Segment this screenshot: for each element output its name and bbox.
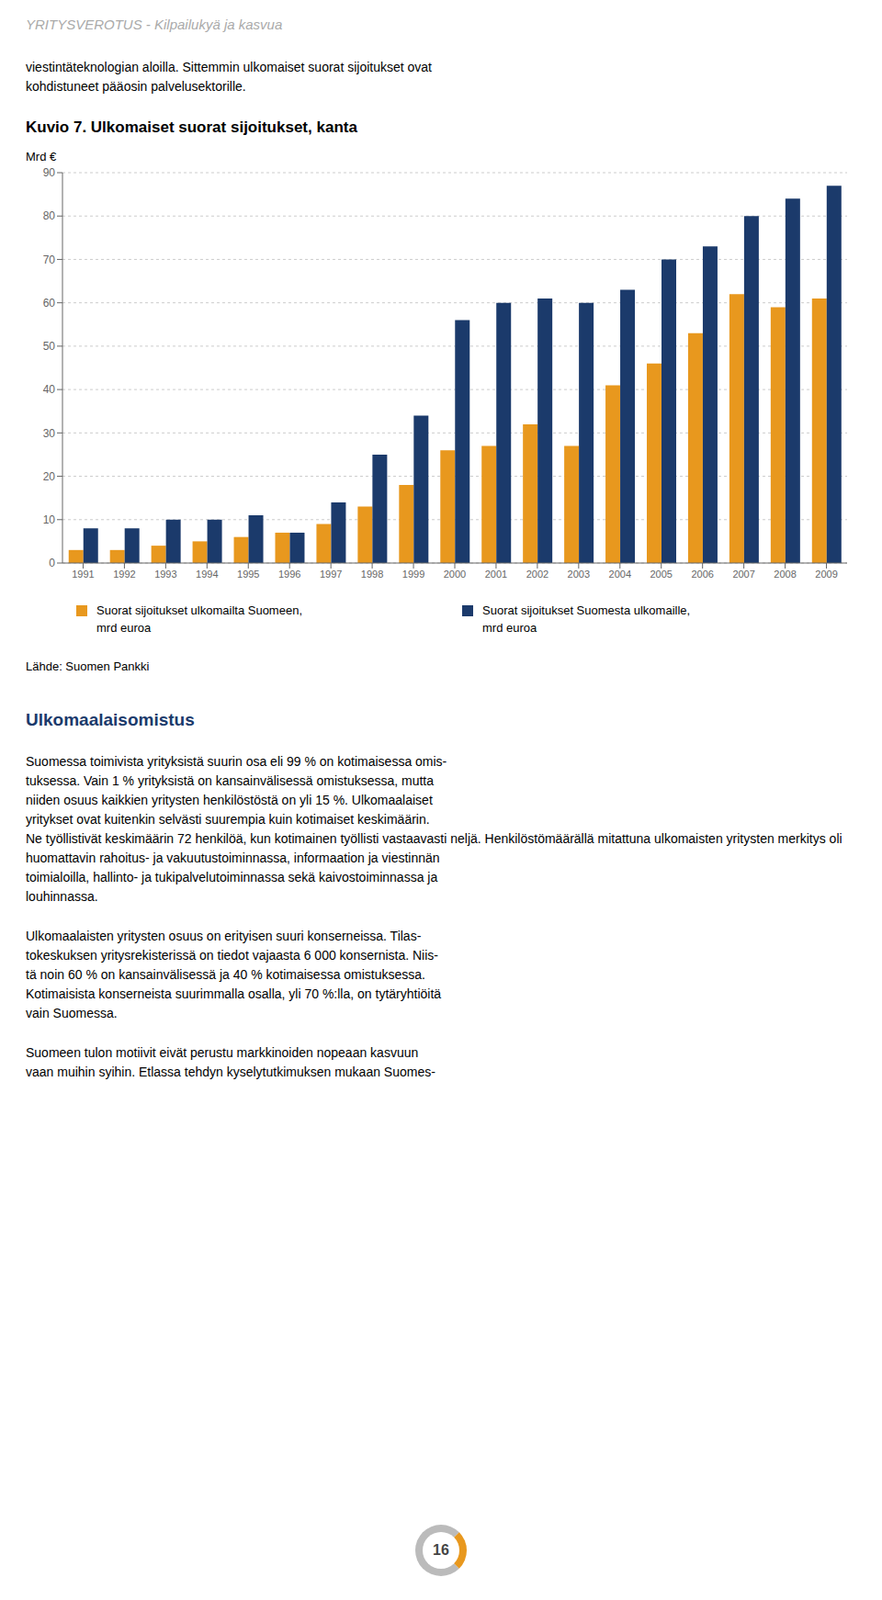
svg-text:40: 40 (43, 383, 57, 396)
svg-text:90: 90 (43, 166, 57, 180)
html-text:Mrd €: Mrd € (25, 149, 57, 164)
svg-text:2002: 2002 (526, 568, 549, 580)
svg-text:80: 80 (43, 209, 57, 223)
html-text:Lähde: Suomen Pankki: Lähde: Suomen Pankki (25, 659, 150, 674)
svg-text:1991: 1991 (71, 568, 94, 580)
svg-text:10: 10 (43, 513, 57, 527)
svg-text:50: 50 (43, 339, 57, 353)
html-text:Ulkomaalaisomistus: Ulkomaalaisomistus (25, 709, 195, 730)
svg-text:1992: 1992 (113, 568, 136, 580)
svg-text:2007: 2007 (732, 568, 755, 580)
svg-text:1999: 1999 (402, 568, 425, 580)
html-text:viestintäteknologian aloilla.: viestintäteknologian aloilla. Sittemmin … (25, 59, 432, 94)
svg-text:2003: 2003 (567, 568, 590, 580)
svg-text:1994: 1994 (195, 568, 218, 580)
svg-text:70: 70 (43, 253, 57, 267)
svg-text:2000: 2000 (443, 568, 466, 580)
html-text:16: 16 (432, 1542, 450, 1559)
svg-text:30: 30 (43, 427, 57, 441)
svg-text:2001: 2001 (485, 568, 508, 580)
svg-text:0: 0 (48, 556, 56, 570)
svg-text:1993: 1993 (154, 568, 177, 580)
html-text:Ulkomaalaisten yritysten osuus: Ulkomaalaisten yritysten osuus on erityi… (25, 928, 442, 1021)
html-text:Kuvio 7. Ulkomaiset suorat sij: Kuvio 7. Ulkomaiset suorat sijoitukset, … (25, 118, 358, 136)
html-text:Suorat sijoitukset ulkomailta: Suorat sijoitukset ulkomailta Suomeen, m… (96, 603, 303, 635)
svg-text:2005: 2005 (649, 568, 672, 580)
svg-text:20: 20 (43, 470, 57, 484)
svg-text:2009: 2009 (814, 568, 837, 580)
svg-text:1996: 1996 (278, 568, 301, 580)
svg-text:1995: 1995 (237, 568, 260, 580)
html-text:Suomeen tulon motiivit eivät p: Suomeen tulon motiivit eivät perustu mar… (25, 1045, 436, 1080)
svg-text:2004: 2004 (609, 568, 632, 580)
svg-text:60: 60 (43, 296, 57, 310)
html-text:Suomessa toimivista yrityksist: Suomessa toimivista yrityksistä suurin o… (25, 754, 843, 904)
html-text:YRITYSVEROTUS - Kilpailukyä ja: YRITYSVEROTUS - Kilpailukyä ja kasvua (25, 16, 283, 33)
svg-text:2008: 2008 (773, 568, 796, 580)
svg-text:1998: 1998 (361, 568, 384, 580)
svg-text:2006: 2006 (690, 568, 713, 580)
html-text:Suorat sijoitukset Suomesta ul: Suorat sijoitukset Suomesta ulkomaille, … (482, 603, 691, 635)
svg-text:1997: 1997 (319, 568, 342, 580)
